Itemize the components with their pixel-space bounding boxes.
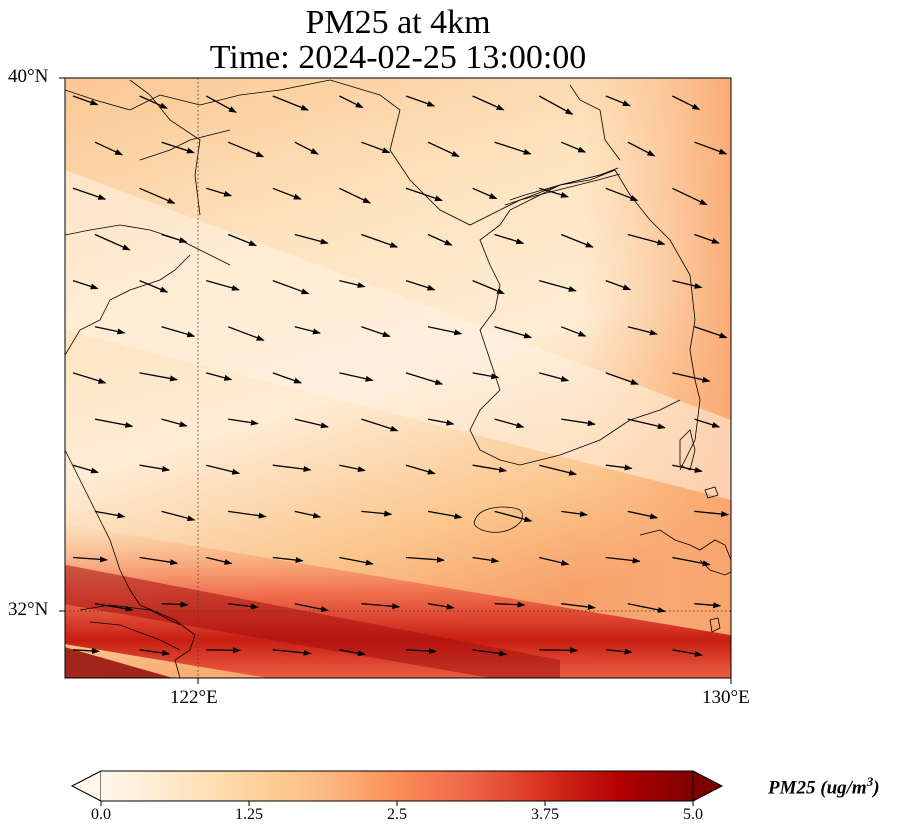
colorbar-gradient (101, 771, 693, 801)
colorbar-tick-label: 5.0 (663, 806, 723, 824)
colorbar-tick-label: 0.0 (71, 806, 131, 824)
colorbar-tick-label: 2.5 (367, 806, 427, 824)
colorbar-tick-label: 1.25 (219, 806, 279, 824)
colorbar-extend-min (72, 771, 101, 801)
colorbar-extend-max (693, 771, 722, 801)
colorbar-tick-label: 3.75 (515, 806, 575, 824)
colorbar-label: PM25 (ug/m3) (768, 774, 880, 799)
